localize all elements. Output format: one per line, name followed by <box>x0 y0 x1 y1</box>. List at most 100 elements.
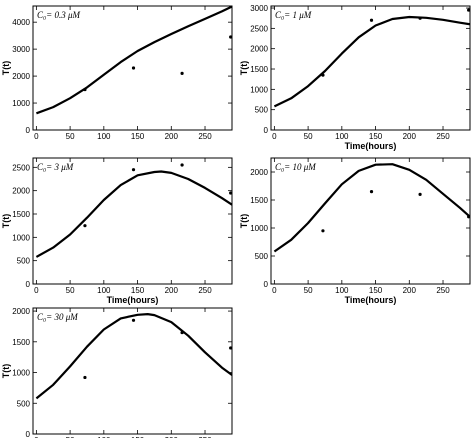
plot-frame <box>32 5 233 131</box>
x-tick-label: 100 <box>335 132 349 141</box>
plot-frame <box>32 157 233 285</box>
y-tick-label: 1000 <box>12 369 30 378</box>
y-tick-label: 3000 <box>12 45 30 54</box>
x-tick-label: 50 <box>66 286 75 295</box>
observed-point <box>229 191 233 195</box>
y-tick-label: 0 <box>264 280 269 289</box>
y-tick-label: 0 <box>26 280 31 289</box>
observed-point <box>418 192 422 196</box>
x-tick-label: 100 <box>97 436 111 438</box>
observed-point <box>467 215 471 219</box>
y-tick-label: 500 <box>255 106 269 115</box>
observed-point <box>131 318 136 322</box>
x-tick-label: 250 <box>198 286 212 295</box>
x-tick-label: 0 <box>272 132 277 141</box>
panel-annotation: C₀= 30 μM <box>37 312 78 322</box>
observed-point <box>83 375 87 380</box>
observed-point <box>369 18 374 22</box>
x-tick-label: 100 <box>97 132 111 141</box>
x-tick-label: 250 <box>436 286 450 295</box>
observed-point <box>418 16 422 20</box>
model-curve <box>35 313 232 400</box>
y-tick-label: 2000 <box>250 45 268 54</box>
model-curve <box>36 6 232 115</box>
x-axis-label: Time(hours) <box>345 295 397 305</box>
x-tick-label: 250 <box>436 132 450 141</box>
x-tick-label: 50 <box>66 436 75 438</box>
x-tick-label: 200 <box>403 286 417 295</box>
y-tick-label: 500 <box>255 252 269 261</box>
x-tick-label: 100 <box>335 286 349 295</box>
y-tick-label: 500 <box>17 257 31 266</box>
y-tick-label: 2000 <box>250 168 268 177</box>
y-tick-label: 1000 <box>12 99 30 108</box>
x-tick-label: 100 <box>97 286 111 295</box>
y-axis-label: T(t) <box>1 61 11 76</box>
y-tick-label: 2500 <box>250 24 268 33</box>
y-axis-label: T(t) <box>239 214 249 229</box>
panel-5: 0 50 100 150 200 250 0 500 1000 1500 2000 T(t) C₀= 3… <box>1 307 233 438</box>
observed-point <box>83 87 87 92</box>
y-tick-label: 1500 <box>12 210 30 219</box>
x-tick-label: 200 <box>403 132 417 141</box>
observed-point <box>131 168 136 172</box>
y-tick-label: 2000 <box>12 72 30 81</box>
panel-1: 0 50 100 150 200 250 0 1000 2000 3000 4000 T(t) C₀= … <box>1 5 233 141</box>
y-tick-label: 4000 <box>12 18 30 27</box>
y-tick-label: 500 <box>17 399 31 408</box>
y-tick-label: 0 <box>264 126 269 135</box>
y-axis-label: T(t) <box>1 364 11 379</box>
x-tick-label: 250 <box>198 436 212 438</box>
y-tick-label: 0 <box>26 430 31 438</box>
x-tick-label: 0 <box>34 132 39 141</box>
plot-frame <box>32 307 233 435</box>
panel-4: 0 50 100 150 200 250 0 500 1000 1500 2000 Time(hour… <box>239 157 471 305</box>
y-tick-label: 0 <box>26 126 31 135</box>
panel-3: 0 50 100 150 200 25005001000150020002500Time(… <box>1 157 233 305</box>
y-axis-label: T(t) <box>239 61 249 76</box>
observed-point <box>369 190 374 194</box>
observed-point <box>83 224 87 228</box>
y-tick-label: 3000 <box>250 4 268 13</box>
x-tick-label: 200 <box>165 436 179 438</box>
x-tick-label: 150 <box>131 286 145 295</box>
x-tick-label: 200 <box>165 286 179 295</box>
model-curve <box>273 163 470 253</box>
y-tick-label: 1500 <box>250 196 268 205</box>
observed-point <box>131 66 136 70</box>
observed-point <box>180 330 184 335</box>
x-axis-label: Time(hours) <box>345 141 397 151</box>
x-tick-label: 50 <box>304 286 313 295</box>
x-tick-label: 150 <box>131 132 145 141</box>
x-tick-label: 200 <box>165 132 179 141</box>
y-tick-label: 1000 <box>250 85 268 94</box>
y-tick-label: 1000 <box>250 224 268 233</box>
y-tick-label: 1000 <box>12 233 30 242</box>
y-tick-label: 1500 <box>250 65 268 74</box>
x-tick-label: 0 <box>272 286 277 295</box>
y-tick-label: 2000 <box>12 187 30 196</box>
model-curve <box>273 15 470 108</box>
panel-annotation: C₀= 3 μM <box>37 162 74 172</box>
x-tick-label: 150 <box>131 436 145 438</box>
observed-point <box>229 35 233 39</box>
observed-point <box>467 8 471 12</box>
x-tick-label: 0 <box>34 286 39 295</box>
observed-point <box>180 71 184 75</box>
y-tick-label: 2000 <box>12 307 30 316</box>
panel-annotation: C₀= 1 μM <box>275 10 312 20</box>
observed-point <box>229 346 233 350</box>
x-tick-label: 250 <box>198 132 212 141</box>
panel-annotation: C₀= 0.3 μM <box>37 10 80 20</box>
y-tick-label: 1500 <box>12 338 30 347</box>
plot-frame <box>270 157 471 285</box>
plot-frame <box>270 5 471 131</box>
observed-point <box>321 73 325 77</box>
x-tick-label: 50 <box>66 132 75 141</box>
x-tick-label: 150 <box>369 132 383 141</box>
x-tick-label: 50 <box>304 132 313 141</box>
observed-point <box>321 229 325 233</box>
observed-point <box>180 163 184 167</box>
y-tick-label: 2500 <box>12 163 30 172</box>
